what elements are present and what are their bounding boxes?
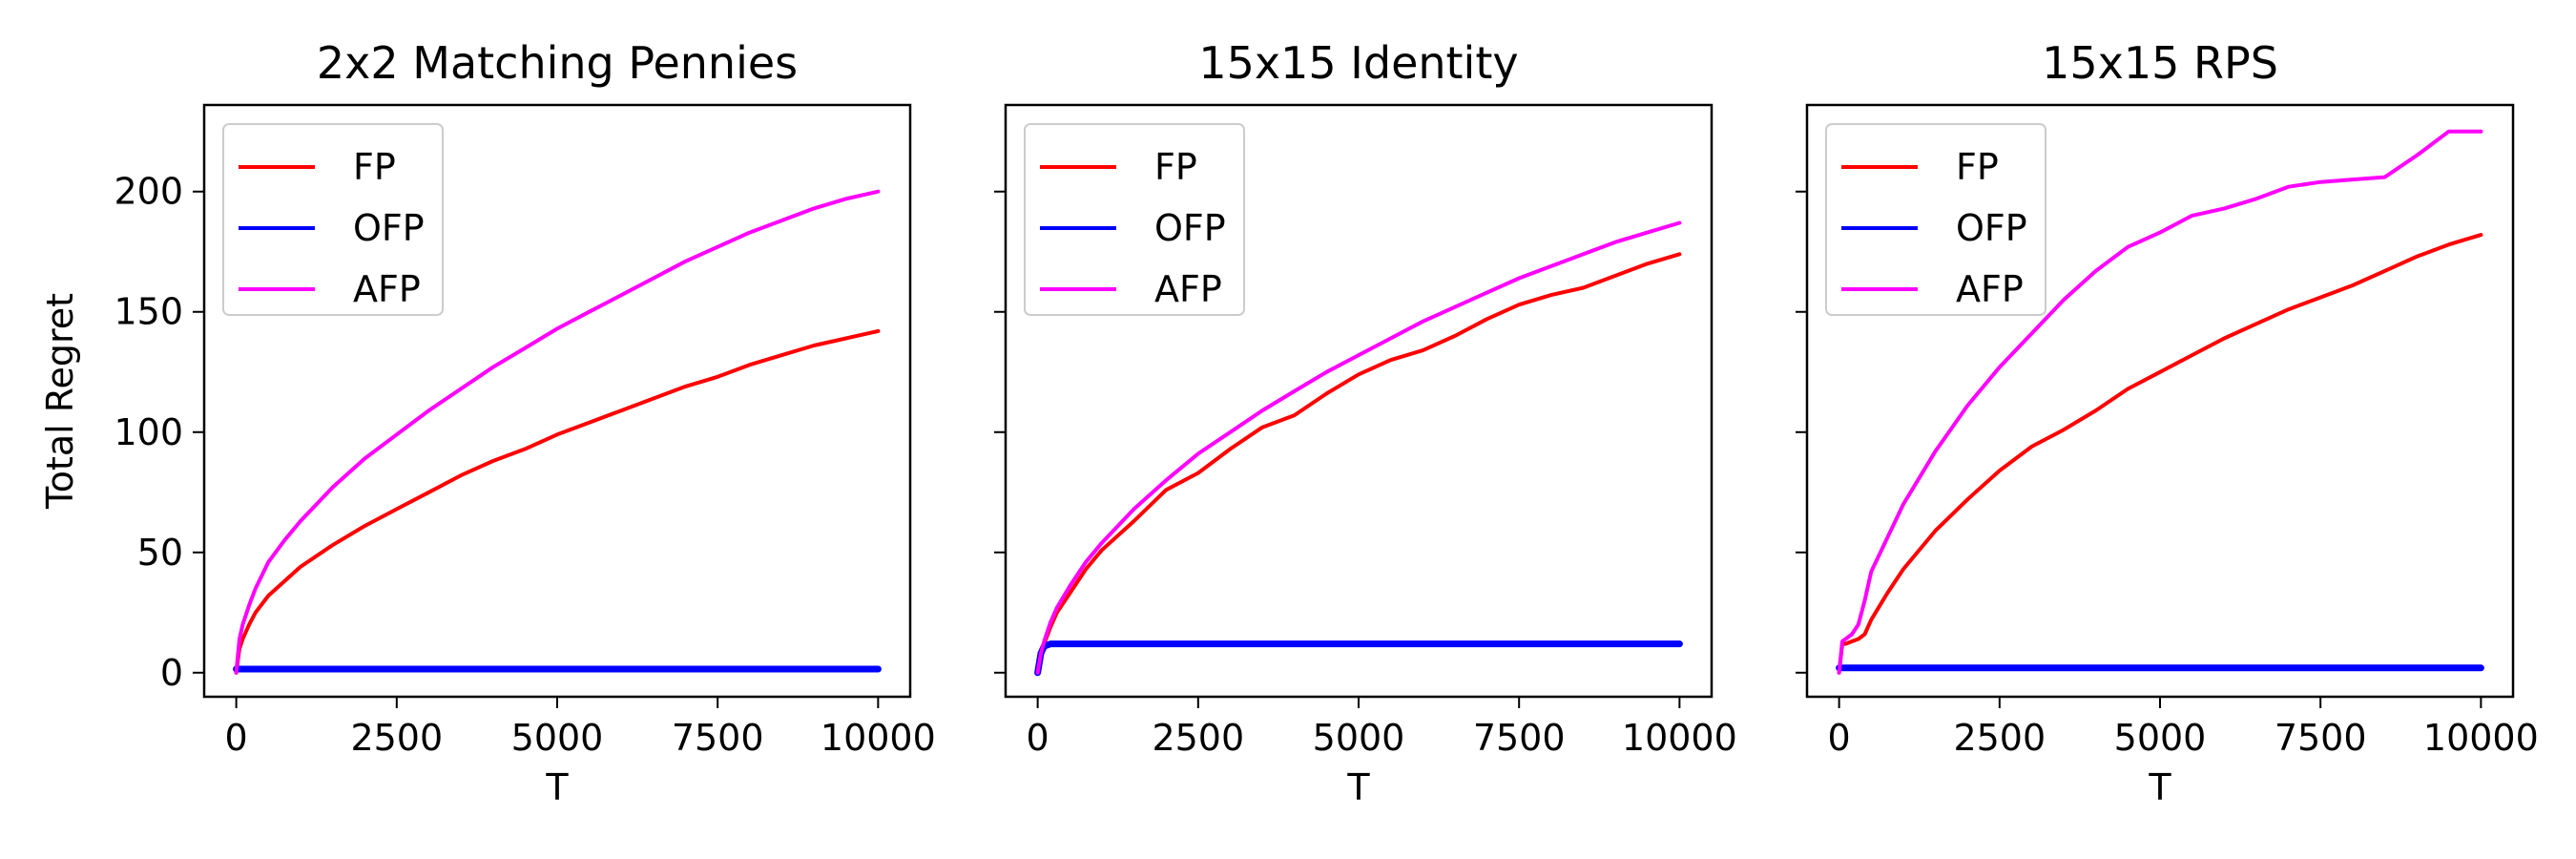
x-tick-label: 2500 bbox=[350, 717, 443, 759]
series-line-ofp bbox=[1034, 640, 1683, 677]
series-group bbox=[1836, 129, 2484, 675]
series-line-fp bbox=[1837, 233, 2483, 675]
chart-panel: 2x2 Matching Pennies 0 2500 5000 7500 10000 T 0… bbox=[114, 37, 935, 808]
x-tick-label: 7500 bbox=[1473, 717, 1566, 759]
chart-title: 2x2 Matching Pennies bbox=[317, 37, 798, 89]
legend-box bbox=[222, 123, 444, 316]
legend-label-afp: AFP bbox=[353, 268, 421, 310]
series-line-afp bbox=[1837, 129, 2483, 675]
x-tick-label: 5000 bbox=[511, 717, 604, 759]
legend: FP OFP AFP bbox=[1024, 123, 1245, 316]
chart-title: 15x15 RPS bbox=[2042, 37, 2278, 89]
legend-label-fp: FP bbox=[1956, 146, 1999, 188]
x-tick-label: 0 bbox=[1027, 717, 1049, 759]
legend-label-ofp: OFP bbox=[353, 207, 425, 249]
legend-label-fp: FP bbox=[1154, 146, 1197, 188]
x-tick-label: 0 bbox=[1828, 717, 1851, 759]
y-tick-label: 200 bbox=[114, 171, 183, 213]
y-tick-label: 100 bbox=[114, 411, 183, 453]
legend: FP OFP AFP bbox=[222, 123, 444, 316]
x-tick-label: 2500 bbox=[1152, 717, 1244, 759]
x-tick-label: 7500 bbox=[2275, 717, 2367, 759]
x-tick-label: 2500 bbox=[1953, 717, 2046, 759]
x-axis-label: T bbox=[1346, 766, 1370, 808]
y-tick-label: 50 bbox=[137, 532, 183, 574]
legend-box bbox=[1825, 123, 2046, 316]
series-line-afp bbox=[1035, 220, 1682, 675]
y-axis-label: Total Regret bbox=[39, 293, 81, 510]
legend-label-afp: AFP bbox=[1956, 268, 2024, 310]
axes-frame bbox=[202, 103, 912, 699]
series-line-fp bbox=[1035, 252, 1682, 675]
chart-panel: 15x15 RPS 0 2500 5000 7500 10000 T FP OFP AFP bbox=[1796, 37, 2539, 808]
y-tick-label: 0 bbox=[160, 652, 183, 694]
x-tick-label: 0 bbox=[225, 717, 248, 759]
legend-box bbox=[1024, 123, 1245, 316]
series-group bbox=[1034, 220, 1683, 677]
legend: FP OFP AFP bbox=[1825, 123, 2046, 316]
axes-frame bbox=[1805, 103, 2515, 699]
y-tick-label: 150 bbox=[114, 291, 183, 333]
x-tick-label: 10000 bbox=[821, 717, 936, 759]
series-group bbox=[233, 189, 882, 675]
legend-label-fp: FP bbox=[353, 146, 396, 188]
legend-label-ofp: OFP bbox=[1154, 207, 1226, 249]
axes-frame bbox=[1004, 103, 1714, 699]
x-tick-label: 5000 bbox=[1313, 717, 1405, 759]
x-axis-label: T bbox=[2148, 766, 2171, 808]
chart-panel: 15x15 Identity 0 2500 5000 7500 10000 T FP OFP AF… bbox=[994, 37, 1737, 808]
series-line-fp bbox=[234, 328, 881, 675]
x-tick-label: 10000 bbox=[2423, 717, 2539, 759]
x-axis-label: T bbox=[545, 766, 569, 808]
legend-label-ofp: OFP bbox=[1956, 207, 2027, 249]
legend-label-afp: AFP bbox=[1154, 268, 1222, 310]
x-tick-label: 10000 bbox=[1622, 717, 1737, 759]
x-tick-label: 7500 bbox=[672, 717, 764, 759]
x-tick-label: 5000 bbox=[2114, 717, 2207, 759]
series-line-afp bbox=[234, 189, 881, 675]
chart-title: 15x15 Identity bbox=[1198, 37, 1518, 89]
